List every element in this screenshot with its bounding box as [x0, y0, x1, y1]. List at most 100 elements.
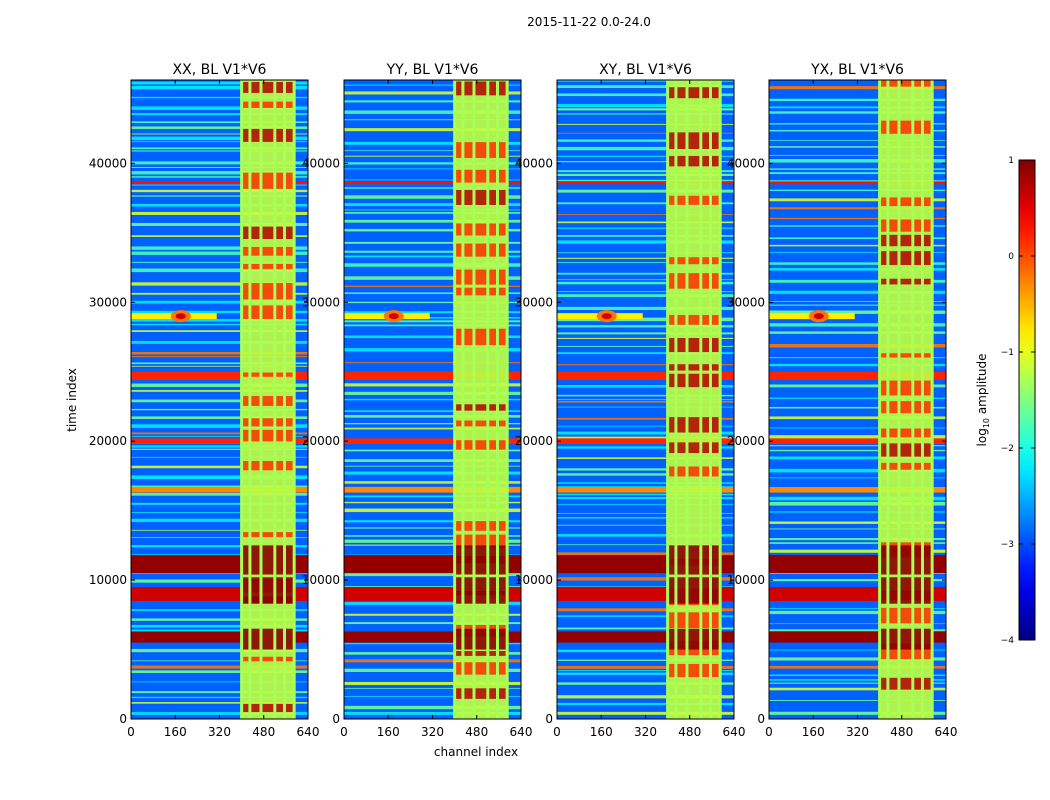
x-tick-label: 0: [127, 725, 135, 739]
time-streak: [131, 246, 308, 250]
time-streak: [557, 85, 734, 88]
time-streak: [769, 139, 946, 141]
time-streak: [344, 613, 521, 616]
time-streak: [769, 456, 946, 460]
time-streak: [769, 310, 946, 314]
time-streak: [344, 520, 521, 523]
time-streak: [769, 323, 946, 327]
time-streak: [557, 173, 734, 176]
rfi-block: [243, 246, 293, 256]
rfi-block: [881, 278, 931, 285]
rfi-block: [669, 273, 719, 289]
x-tick-label: 480: [465, 725, 488, 739]
time-streak: [344, 481, 521, 484]
time-streak: [131, 475, 308, 480]
time-streak: [769, 262, 946, 265]
time-band: [131, 631, 308, 643]
rfi-block: [243, 429, 293, 442]
rfi-block: [243, 101, 293, 108]
rfi-block: [456, 688, 506, 699]
time-streak: [131, 340, 308, 344]
time-streak: [131, 493, 308, 496]
time-streak: [557, 155, 734, 157]
time-streak: [131, 251, 308, 255]
time-streak: [131, 136, 308, 141]
rfi-block: [669, 257, 719, 265]
time-streak: [769, 237, 946, 240]
time-band: [557, 487, 734, 493]
time-streak: [131, 670, 308, 674]
y-tick-label: 10000: [302, 573, 340, 587]
time-streak: [131, 161, 308, 165]
rfi-channel-stripe: [666, 80, 670, 719]
time-streak: [769, 657, 946, 661]
time-streak: [769, 290, 946, 294]
hotspot-core: [601, 313, 612, 320]
time-streak: [344, 91, 521, 95]
time-streak: [344, 84, 521, 86]
x-tick-label: 480: [678, 725, 701, 739]
time-streak: [131, 554, 308, 556]
time-streak: [131, 300, 308, 304]
rfi-block: [881, 80, 931, 87]
colorbar-label: log10 amplitude: [975, 354, 991, 447]
rfi-block: [243, 418, 293, 427]
rfi-block: [879, 628, 933, 650]
time-streak: [557, 670, 734, 671]
time-streak: [131, 150, 308, 152]
time-streak: [769, 168, 946, 170]
rfi-channel-stripe: [685, 80, 689, 719]
time-streak: [557, 262, 734, 263]
figure-suptitle: 2015-11-22 0.0-24.0: [527, 15, 651, 29]
time-streak: [769, 477, 946, 479]
time-streak: [131, 445, 308, 448]
time-streak: [131, 408, 308, 411]
heatmap-panel-xy: XY, BL V1*V6 0 160 320 480 640 0 10000 20000 3000…: [515, 62, 746, 739]
time-streak: [557, 146, 734, 151]
rfi-block: [881, 353, 931, 358]
x-tick-label: 0: [765, 725, 773, 739]
time-streak: [769, 244, 946, 247]
x-tick-label: 320: [634, 725, 657, 739]
y-tick-label: 20000: [515, 434, 553, 448]
time-band: [131, 487, 308, 493]
rfi-block: [456, 269, 506, 285]
time-streak: [131, 518, 308, 523]
time-streak: [557, 399, 734, 401]
time-streak: [131, 126, 308, 130]
time-streak: [769, 623, 946, 625]
heatmap-image: [131, 80, 308, 719]
time-streak: [557, 436, 734, 440]
time-streak: [769, 608, 946, 609]
time-streak: [131, 365, 308, 367]
time-streak: [344, 110, 521, 114]
rfi-block: [456, 142, 506, 158]
time-streak: [769, 268, 946, 271]
time-streak: [769, 406, 946, 409]
time-streak: [557, 235, 734, 237]
rfi-channel-stripe: [273, 80, 277, 719]
time-streak: [131, 383, 308, 388]
time-streak: [131, 171, 308, 175]
rfi-block: [456, 81, 506, 96]
time-streak: [769, 357, 946, 359]
time-streak: [769, 496, 946, 501]
x-tick-label: 480: [252, 725, 275, 739]
rfi-block: [669, 195, 719, 205]
rfi-block: [881, 607, 931, 624]
time-streak: [131, 167, 308, 168]
time-streak: [344, 602, 521, 605]
time-streak: [344, 652, 521, 655]
time-streak: [769, 189, 946, 192]
hotspot-core: [175, 313, 186, 320]
time-streak: [344, 449, 521, 452]
time-streak: [557, 544, 734, 546]
time-band: [131, 181, 308, 185]
rfi-channel-stripe: [292, 80, 296, 719]
rfi-block: [456, 521, 506, 531]
time-band: [344, 487, 521, 493]
y-tick-label: 10000: [727, 573, 765, 587]
rfi-block: [243, 703, 293, 713]
time-streak: [557, 513, 734, 514]
time-streak: [131, 572, 308, 574]
